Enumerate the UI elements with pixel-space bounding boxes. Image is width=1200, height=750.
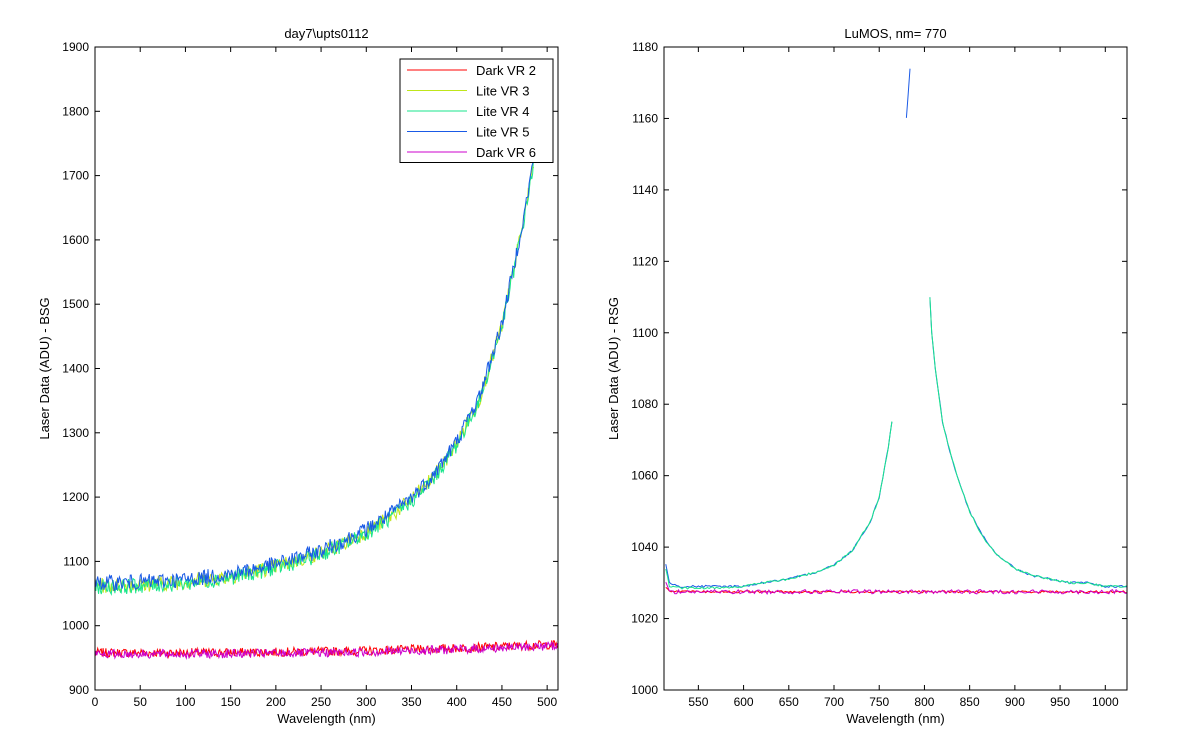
y-tick-label: 1000 xyxy=(62,619,89,633)
series-line-trace-1-seg-0 xyxy=(665,421,893,590)
x-tick-label: 350 xyxy=(401,695,421,709)
y-tick-label: 1500 xyxy=(62,297,89,311)
y-tick-label: 1100 xyxy=(632,326,658,340)
y-axis-label: Laser Data (ADU) - BSG xyxy=(37,297,52,439)
x-tick-label: 800 xyxy=(914,695,934,709)
y-tick-label: 900 xyxy=(69,683,89,697)
y-tick-label: 1140 xyxy=(632,183,658,197)
axes-box xyxy=(663,46,1128,691)
y-tick-label: 1000 xyxy=(631,683,658,697)
x-tick-label: 600 xyxy=(734,695,754,709)
y-tick-label: 1800 xyxy=(62,104,89,118)
x-tick-label: 0 xyxy=(92,695,99,709)
chart-title: LuMOS, nm= 770 xyxy=(844,26,946,41)
series-line-lite-vr-4-seg-0 xyxy=(95,156,535,597)
x-tick-label: 950 xyxy=(1050,695,1070,709)
x-axis-label: Wavelength (nm) xyxy=(846,711,945,726)
chart-title: day7\upts0112 xyxy=(284,26,368,41)
y-tick-label: 1100 xyxy=(63,554,89,568)
y-tick-label: 1600 xyxy=(62,233,89,247)
series-line-lite-vr-3-seg-0 xyxy=(95,164,535,593)
x-tick-label: 700 xyxy=(824,695,844,709)
series-line-trace-3-seg-0 xyxy=(665,582,1127,595)
x-tick-label: 450 xyxy=(492,695,512,709)
series-line-lite-vr-5-seg-0 xyxy=(95,161,535,592)
y-tick-label: 1040 xyxy=(631,540,658,554)
x-tick-label: 650 xyxy=(779,695,799,709)
x-tick-label: 400 xyxy=(447,695,467,709)
y-axis-label: Laser Data (ADU) - RSG xyxy=(606,297,621,440)
x-axis-label: Wavelength (nm) xyxy=(277,711,376,726)
legend-label: Lite VR 4 xyxy=(476,104,529,119)
y-tick-label: 1700 xyxy=(62,169,89,183)
series-line-trace-0-seg-2 xyxy=(929,297,1127,588)
x-tick-label: 900 xyxy=(1005,695,1025,709)
legend-label: Dark VR 6 xyxy=(476,145,536,160)
y-tick-label: 1300 xyxy=(62,426,89,440)
x-tick-label: 850 xyxy=(960,695,980,709)
legend-label: Lite VR 5 xyxy=(476,125,529,140)
y-tick-label: 1180 xyxy=(632,40,658,54)
y-tick-label: 1900 xyxy=(62,40,89,54)
series-line-trace-0-seg-0 xyxy=(665,421,893,589)
y-tick-label: 1020 xyxy=(631,612,658,626)
series-line-trace-2-seg-0 xyxy=(665,587,1127,594)
x-tick-label: 750 xyxy=(869,695,889,709)
x-tick-label: 500 xyxy=(537,695,557,709)
x-tick-label: 550 xyxy=(688,695,708,709)
legend-label: Lite VR 3 xyxy=(476,84,529,99)
y-tick-label: 1160 xyxy=(632,111,658,125)
x-tick-label: 100 xyxy=(175,695,195,709)
series-line-trace-0-seg-1 xyxy=(905,68,911,118)
y-tick-label: 1200 xyxy=(62,490,89,504)
y-tick-label: 1080 xyxy=(631,397,658,411)
y-tick-label: 1060 xyxy=(631,469,658,483)
series-line-dark-vr-6-seg-0 xyxy=(95,641,558,660)
legend-label: Dark VR 2 xyxy=(476,63,536,78)
x-tick-label: 200 xyxy=(266,695,286,709)
x-tick-label: 50 xyxy=(134,695,148,709)
series-line-trace-1-seg-1 xyxy=(929,297,1127,588)
x-tick-label: 1000 xyxy=(1092,695,1119,709)
x-tick-label: 300 xyxy=(356,695,376,709)
y-tick-label: 1400 xyxy=(62,362,89,376)
y-tick-label: 1120 xyxy=(632,254,658,268)
x-tick-label: 150 xyxy=(221,695,241,709)
x-tick-label: 250 xyxy=(311,695,331,709)
